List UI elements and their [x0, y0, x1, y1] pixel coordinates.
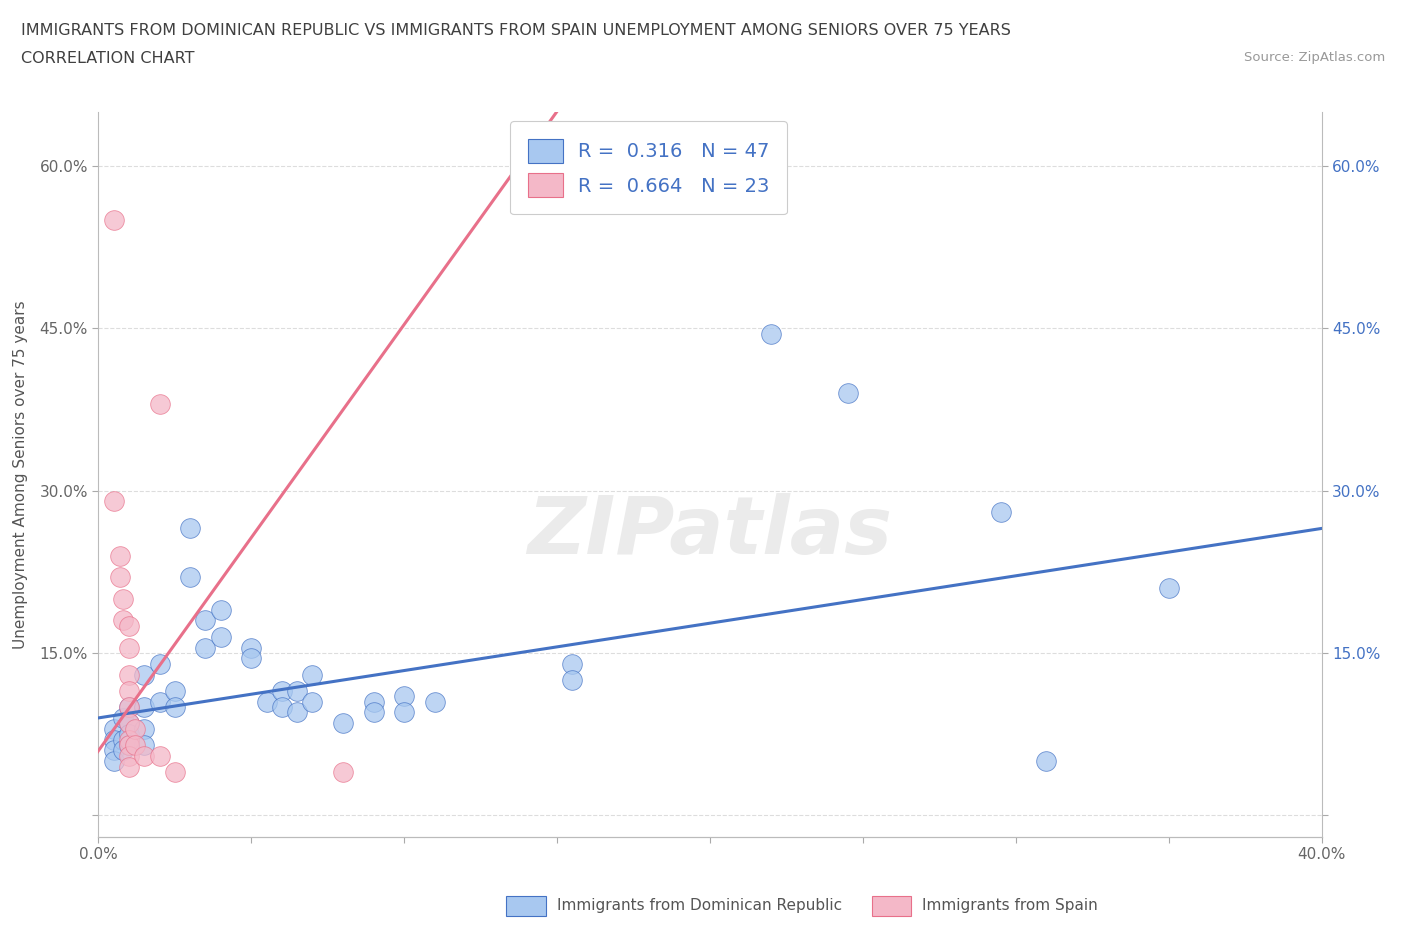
- Point: [134, 722, 156, 737]
- Point: [111, 743, 134, 758]
- Point: [163, 764, 186, 779]
- Point: [561, 657, 583, 671]
- Point: [990, 505, 1012, 520]
- Point: [285, 684, 308, 698]
- Point: [209, 630, 232, 644]
- Point: [1035, 754, 1057, 769]
- Point: [149, 396, 172, 411]
- Text: Immigrants from Dominican Republic: Immigrants from Dominican Republic: [557, 898, 842, 913]
- Point: [179, 570, 201, 585]
- Point: [134, 667, 156, 682]
- Point: [332, 764, 354, 779]
- Point: [240, 640, 263, 655]
- Point: [103, 212, 125, 227]
- Text: CORRELATION CHART: CORRELATION CHART: [21, 51, 194, 66]
- Point: [103, 732, 125, 747]
- Point: [149, 694, 172, 709]
- Point: [163, 684, 186, 698]
- Point: [118, 737, 141, 752]
- Point: [108, 570, 131, 585]
- Point: [118, 726, 141, 741]
- Point: [118, 759, 141, 774]
- Point: [111, 732, 134, 747]
- Text: IMMIGRANTS FROM DOMINICAN REPUBLIC VS IMMIGRANTS FROM SPAIN UNEMPLOYMENT AMONG S: IMMIGRANTS FROM DOMINICAN REPUBLIC VS IM…: [21, 23, 1011, 38]
- Point: [118, 699, 141, 714]
- Point: [103, 722, 125, 737]
- Point: [270, 699, 292, 714]
- Point: [301, 694, 323, 709]
- Point: [423, 694, 446, 709]
- Point: [561, 672, 583, 687]
- Point: [118, 640, 141, 655]
- Point: [103, 754, 125, 769]
- Point: [1157, 580, 1180, 595]
- Point: [149, 657, 172, 671]
- Text: Immigrants from Spain: Immigrants from Spain: [922, 898, 1098, 913]
- Point: [118, 749, 141, 764]
- Point: [111, 613, 134, 628]
- Point: [118, 737, 141, 752]
- Point: [256, 694, 278, 709]
- Point: [392, 689, 416, 704]
- Point: [149, 749, 172, 764]
- Text: Source: ZipAtlas.com: Source: ZipAtlas.com: [1244, 51, 1385, 64]
- Point: [209, 603, 232, 618]
- Point: [124, 737, 146, 752]
- Point: [111, 711, 134, 725]
- Point: [124, 722, 146, 737]
- Point: [285, 705, 308, 720]
- Y-axis label: Unemployment Among Seniors over 75 years: Unemployment Among Seniors over 75 years: [14, 300, 28, 648]
- Point: [118, 716, 141, 731]
- Point: [163, 699, 186, 714]
- Point: [103, 743, 125, 758]
- Point: [363, 694, 385, 709]
- Point: [118, 699, 141, 714]
- Point: [301, 667, 323, 682]
- Point: [240, 651, 263, 666]
- Point: [118, 716, 141, 731]
- Legend: R =  0.316   N = 47, R =  0.664   N = 23: R = 0.316 N = 47, R = 0.664 N = 23: [510, 121, 787, 215]
- Point: [194, 640, 217, 655]
- Point: [118, 618, 141, 633]
- Point: [194, 613, 217, 628]
- Point: [332, 716, 354, 731]
- Point: [363, 705, 385, 720]
- Point: [118, 732, 141, 747]
- Point: [118, 684, 141, 698]
- Point: [270, 684, 292, 698]
- Point: [134, 749, 156, 764]
- Point: [134, 737, 156, 752]
- Point: [111, 591, 134, 606]
- Text: ZIPatlas: ZIPatlas: [527, 493, 893, 571]
- Point: [103, 494, 125, 509]
- Point: [118, 667, 141, 682]
- Point: [108, 548, 131, 563]
- Point: [134, 699, 156, 714]
- Point: [179, 521, 201, 536]
- Point: [759, 326, 782, 341]
- Point: [392, 705, 416, 720]
- Point: [837, 386, 859, 401]
